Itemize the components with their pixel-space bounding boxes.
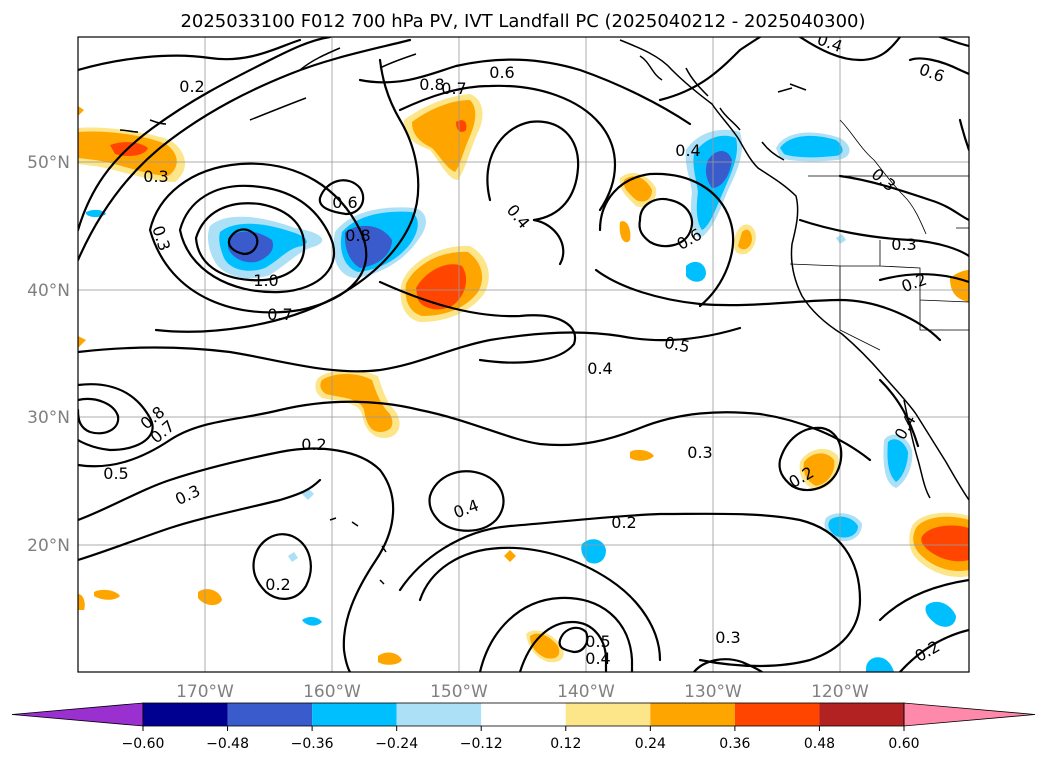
contour-label: 0.7 [441,79,466,98]
positive-anomaly-patch [504,550,516,562]
contour-lines [78,37,969,672]
positive-anomaly-patch [110,142,148,156]
colorbar-tick-label: 0.24 [635,736,666,752]
contour-label: 0.3 [715,628,740,647]
contour-label: 0.6 [489,63,514,82]
positive-anomaly-patch [94,589,120,600]
colorbar-tick-label: 0.48 [804,736,835,752]
negative-anomaly-patch [344,225,392,268]
positive-anomaly-patch [630,449,654,461]
lat-label: 20°N [27,536,70,556]
colorbar-bin [734,703,820,726]
contour-label: 0.4 [675,141,700,160]
colorbar-tick-label: −0.24 [375,736,418,752]
map-title: 2025033100 F012 700 hPa PV, IVT Landfall… [180,11,865,32]
negative-anomaly-patch [686,261,706,282]
map-area [78,37,969,672]
contour-label: 1.0 [253,271,278,290]
colorbar-tick-label: 0.12 [550,736,581,752]
positive-anomaly-patch [78,336,86,348]
colorbar-bin [650,703,735,726]
negative-anomaly-patch [228,231,274,263]
colorbar-bin [565,703,651,726]
lon-label: 120°W [811,682,869,702]
contour-label: 0.6 [332,193,357,212]
contour-label: 0.2 [301,435,326,454]
latitude-labels: 50°N 40°N 30°N 20°N [27,153,70,556]
negative-anomaly-patch [705,151,732,188]
negative-anomaly-patch [302,616,322,626]
lon-label: 170°W [176,682,234,702]
negative-anomaly-patch [866,657,894,672]
colorbar-tick-label: −0.48 [206,736,249,752]
positive-anomaly-patch [738,229,752,250]
colorbar-bin [396,703,482,726]
political-borders [789,119,969,351]
negative-anomaly-patch [780,135,843,158]
graticule [78,37,969,672]
colorbar-bin [227,703,313,726]
map-frame [77,36,970,673]
colorbar-bin [819,703,904,726]
colorbar-bin [312,703,397,726]
positive-anomaly-patch [803,453,835,486]
contour-label: 0.3 [143,167,168,186]
negative-anomaly-patch [288,552,298,562]
positive-anomaly-patch [619,221,631,243]
colorbar: −0.60 −0.48 −0.36 −0.24 −0.12 0.12 0.24 0.36 0.4… [11,702,1036,752]
colorbar-over-extend [903,702,1036,727]
contour-label-layer: 0.2 0.3 0.6 0.8 1.0 0.7 0.3 0.8 0.7 0.6 … [103,37,947,668]
contour-label: 0.4 [585,649,610,668]
longitude-labels: 170°W 160°W 150°W 140°W 130°W 120°W [176,682,869,702]
colorbar-bin [143,703,228,726]
contour-label: 0.5 [663,333,692,357]
positive-anomaly-patch [416,264,467,310]
contour-label: 0.5 [103,464,128,483]
negative-anomaly-patch [836,234,846,244]
negative-anomaly-patch [925,601,956,627]
contour-label: 0.3 [891,235,916,254]
colorbar-tick-label: 0.60 [888,736,919,752]
contour-label: 0.8 [419,75,444,94]
colorbar-tick-label: −0.12 [460,736,503,752]
negative-anomaly-patch [828,516,858,538]
lon-label: 150°W [430,682,488,702]
colorbar-tick-label: −0.60 [122,736,165,752]
contour-label: 0.4 [587,359,612,378]
lat-label: 40°N [27,281,70,301]
contour-label: 0.2 [611,513,636,532]
positive-anomaly-patch [623,176,652,202]
positive-anomaly-patch [78,106,84,116]
contour-label: 0.2 [265,575,290,594]
lat-label: 50°N [27,153,70,173]
contour-label: 0.3 [687,443,712,462]
positive-anomaly-patch [198,589,222,606]
lon-label: 140°W [557,682,615,702]
map-content: 0.2 0.3 0.6 0.8 1.0 0.7 0.3 0.8 0.7 0.6 … [78,37,969,672]
negative-anomaly-patch [887,439,908,482]
positive-anomaly-patch [78,594,85,610]
colorbar-tick-label: −0.36 [291,736,334,752]
positive-anomaly-patch [921,525,969,562]
contour-label: 0.5 [585,632,610,651]
positive-anomaly-patch [378,652,402,665]
contour-label: 0.8 [345,226,370,245]
lat-label: 30°N [27,408,70,428]
contour-label: 0.7 [267,305,292,324]
colorbar-bin [481,703,566,726]
lon-label: 160°W [303,682,361,702]
contour-label: 0.2 [179,77,204,96]
colorbar-frame [142,702,905,727]
colorbar-under-extend [11,702,144,727]
lon-label: 130°W [684,682,742,702]
colorbar-tick-label: 0.36 [719,736,750,752]
